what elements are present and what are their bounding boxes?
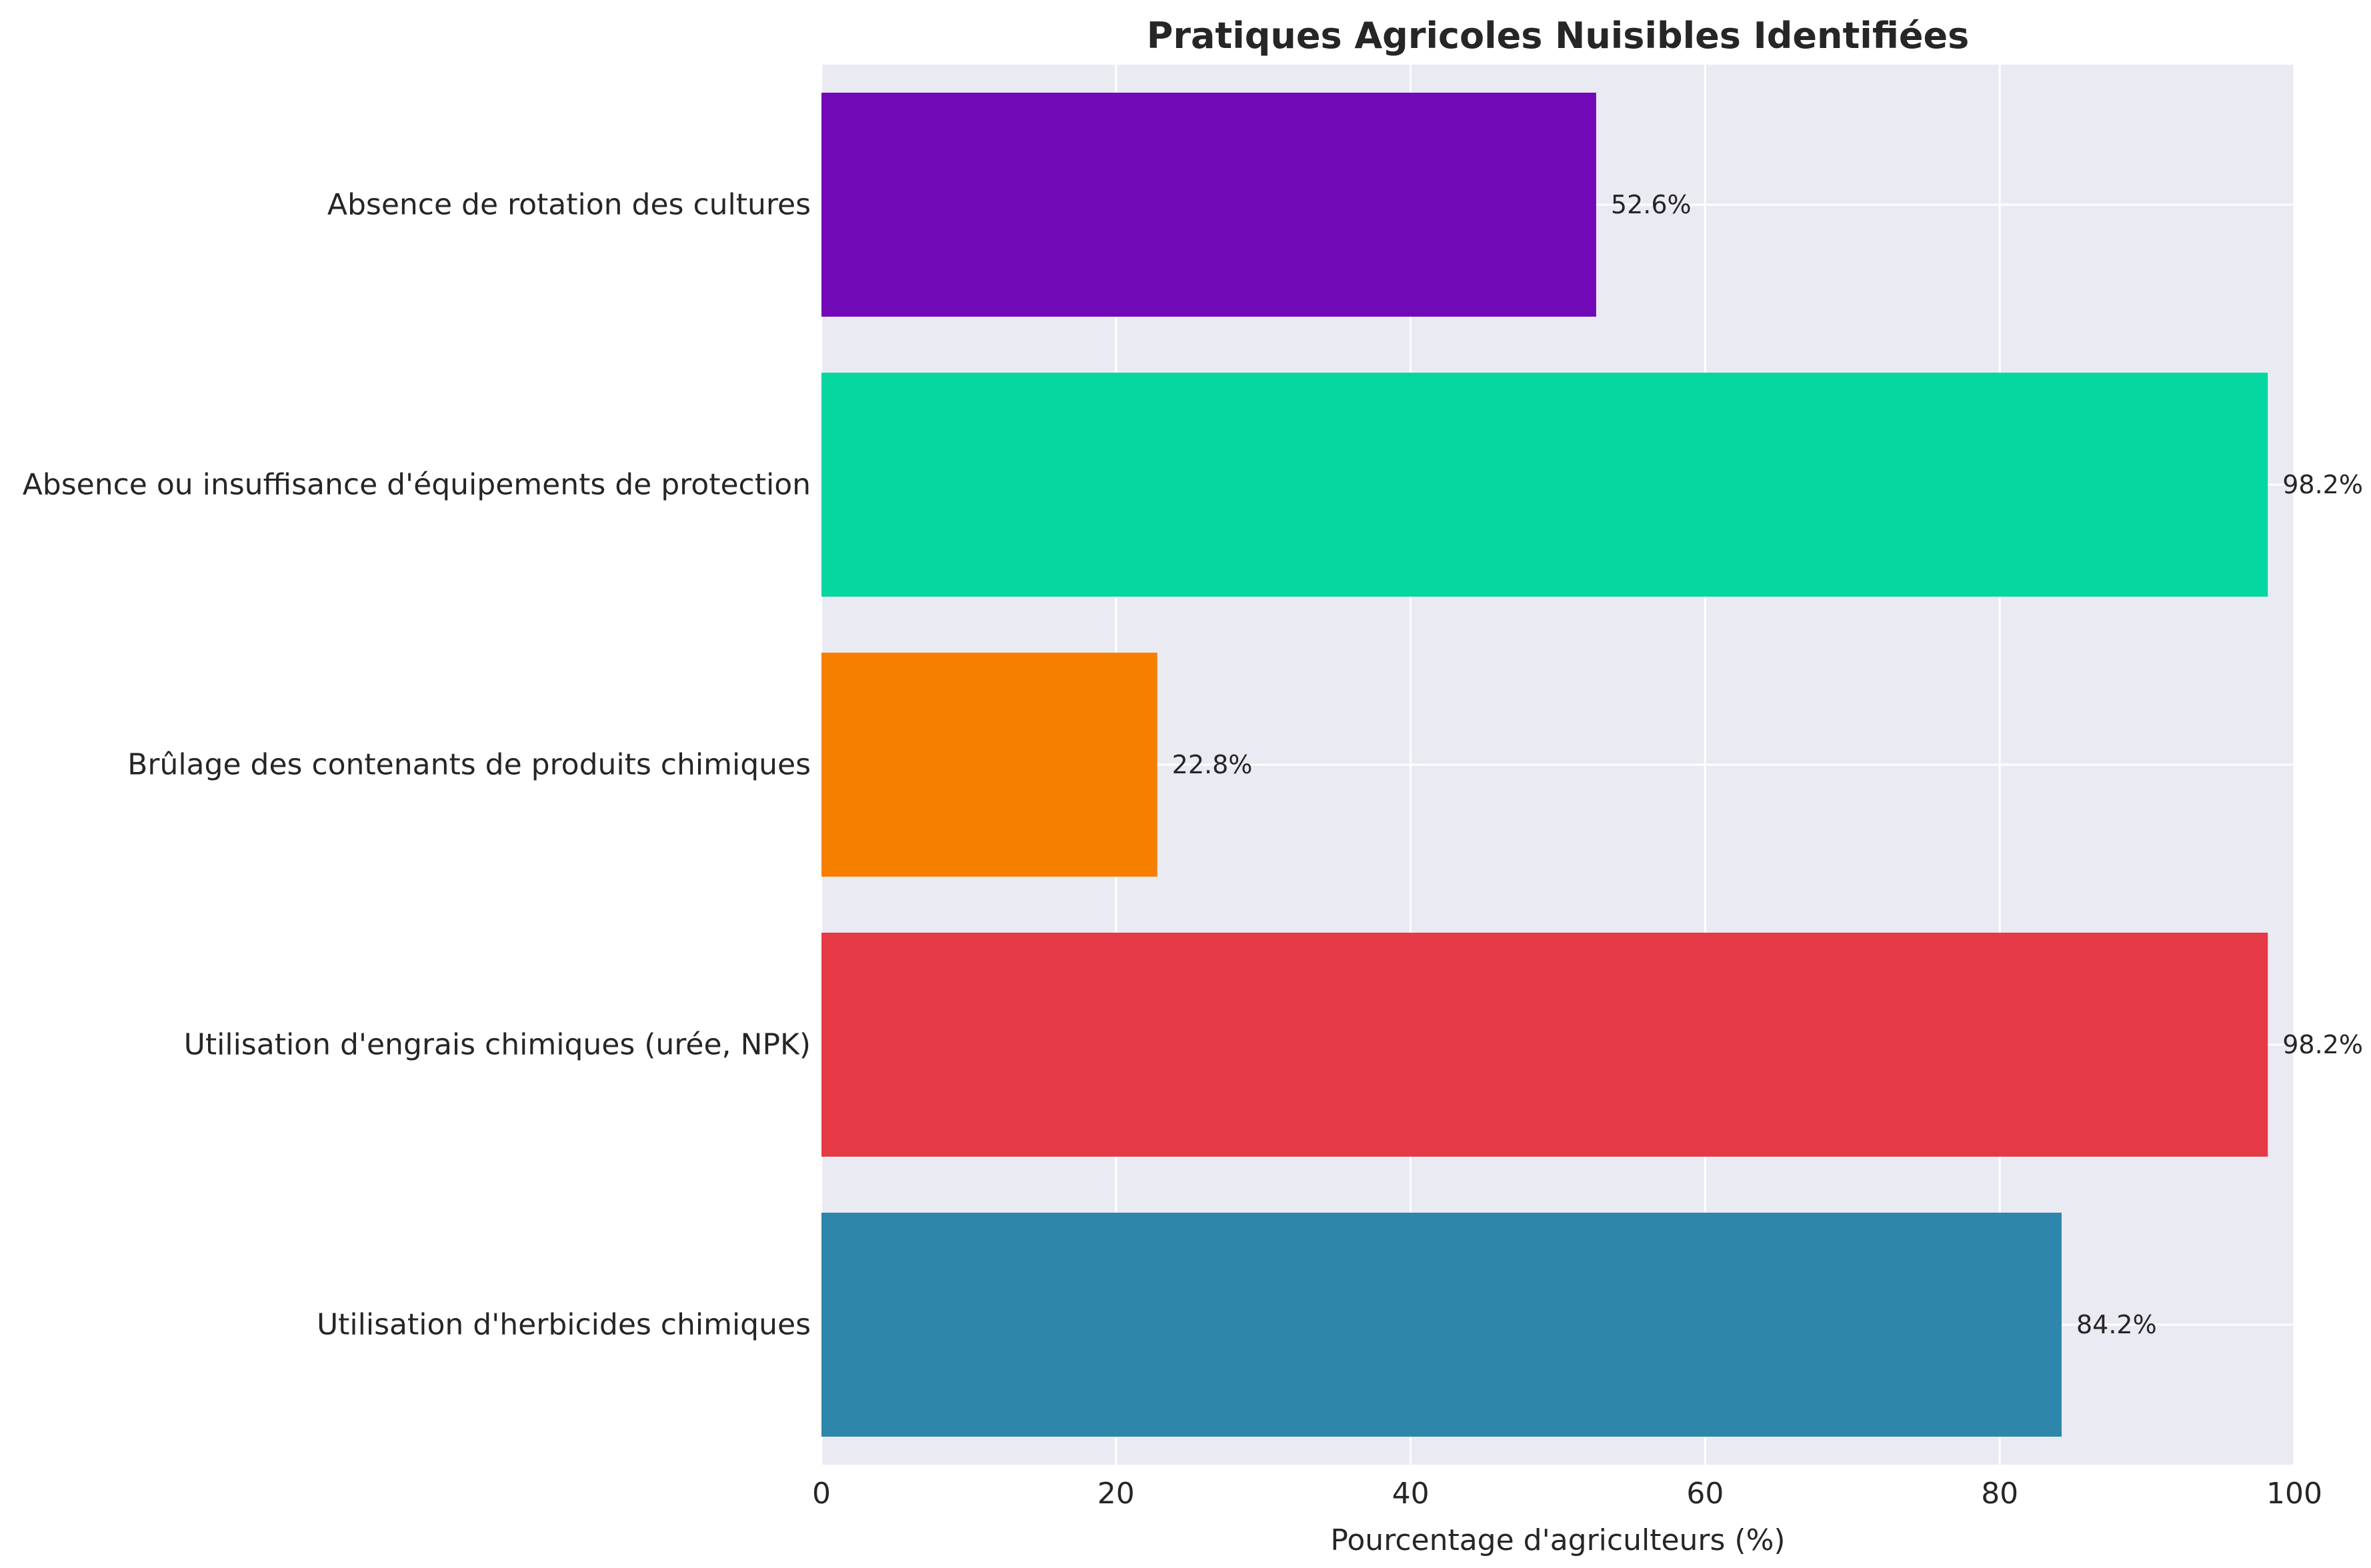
value-labels: 84.2% 98.2% 22.8% 98.2% 52.6% [1172,190,2363,1339]
x-tick-labels: 0 20 40 60 80 100 [812,1477,2322,1511]
category-label-3: Brûlage des contenants de produits chimi… [127,748,811,782]
bar-1 [821,1213,2062,1437]
bar-2 [821,933,2268,1157]
value-label-5: 52.6% [1611,190,1692,219]
category-labels: Utilisation d'herbicides chimiques Utilis… [23,188,811,1342]
x-tick-label: 100 [2266,1477,2322,1511]
chart-title: Pratiques Agricoles Nuisibles Identifiée… [1147,15,1969,57]
bar-5 [821,93,1596,317]
x-tick-label: 80 [1981,1477,2018,1511]
x-tick-label: 40 [1392,1477,1430,1511]
value-label-1: 84.2% [2076,1310,2157,1339]
value-label-2: 98.2% [2282,1030,2363,1059]
category-label-4: Absence ou insuffisance d'équipements de… [23,468,811,502]
category-label-5: Absence de rotation des cultures [327,188,811,222]
x-axis-label: Pourcentage d'agriculteurs (%) [1330,1523,1785,1557]
value-label-4: 98.2% [2282,470,2363,499]
value-label-3: 22.8% [1172,750,1253,779]
x-tick-label: 20 [1097,1477,1135,1511]
x-tick-label: 0 [812,1477,831,1511]
category-label-1: Utilisation d'herbicides chimiques [317,1308,811,1342]
bar-4 [821,373,2268,597]
category-label-2: Utilisation d'engrais chimiques (urée, N… [184,1028,811,1062]
bar-3 [821,653,1157,877]
x-tick-label: 60 [1686,1477,1724,1511]
bars [821,93,2268,1437]
